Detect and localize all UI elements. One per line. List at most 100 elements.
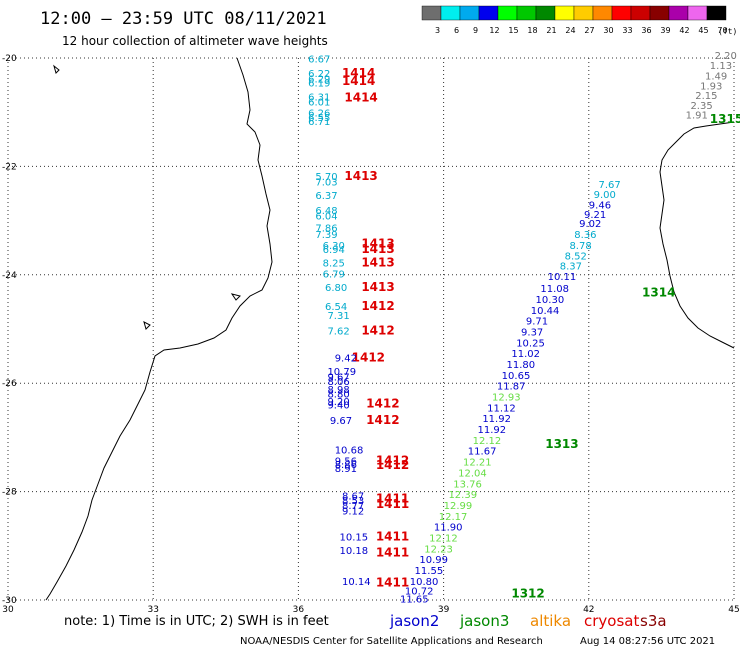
map-background	[8, 58, 734, 600]
track-pass-label: 1413	[361, 256, 394, 270]
colorbar-swatch	[497, 5, 518, 21]
wave-height-value: 6.55	[308, 113, 330, 124]
wave-values: 6.67 6.226.296.19 6.316.016.266.556.71 5.70…	[308, 51, 737, 606]
wave-height-value: 9.42	[335, 354, 357, 365]
wave-height-value: 9.71	[526, 317, 548, 328]
wave-height-colorbar: 3 6 9 12 15 18 21 24 27 30 33 36 39 42 45 70	[421, 5, 728, 35]
wave-height-value: 10.14	[342, 577, 371, 588]
island-marker	[230, 293, 241, 301]
colorbar-tick-label: 21	[546, 26, 556, 35]
figure-title: 12:00 — 23:59 UTC 08/11/2021	[40, 9, 327, 29]
map-panel: 30 33 36 39 42 45-20-22-24-26-28-30 141414141…	[2, 51, 740, 615]
colorbar-tick-label: 27	[584, 26, 594, 35]
lon-tick-label: 42	[583, 605, 594, 615]
wave-height-value: 10.80	[410, 577, 439, 588]
legend-entry-s3a: s3a	[640, 612, 667, 630]
wave-height-value: 7.39	[315, 230, 337, 241]
wave-height-value: 9.67	[330, 416, 352, 427]
colorbar-swatch	[649, 5, 670, 21]
wave-height-value: 6.54	[325, 302, 347, 313]
track-pass-label: 1411	[376, 575, 409, 589]
wave-height-value: 9.21	[584, 210, 606, 221]
wave-height-value: 10.25	[516, 338, 545, 349]
island-marker	[53, 64, 60, 74]
track-labels: 1414141414141413141314131413141314121412…	[342, 66, 740, 600]
colorbar-tick-label: 3	[435, 26, 440, 35]
wave-height-value: 6.01	[308, 98, 330, 109]
wave-height-value: 11.12	[487, 403, 516, 414]
wave-height-value: 2.15	[695, 91, 717, 102]
lat-tick-label: -30	[2, 596, 17, 606]
track-pass-label: 1412	[376, 454, 409, 468]
wave-height-value: 9.20	[327, 397, 349, 408]
wave-height-value: 6.71	[308, 117, 330, 128]
wave-height-value: 12.93	[492, 393, 521, 404]
satellite-legend: jason2 jason3 altika cryosat s3a	[389, 612, 667, 630]
track-pass-label: 1413	[361, 280, 394, 294]
colorbar-swatch	[554, 5, 575, 21]
wave-height-value: 10.99	[419, 555, 448, 566]
wave-height-value: 13.76	[453, 479, 482, 490]
wave-height-value: 11.02	[511, 349, 540, 360]
wave-height-value: 8.67	[342, 492, 364, 503]
footer-timestamp: Aug 14 08:27:56 UTC 2021	[580, 636, 715, 647]
wave-height-value: 11.67	[468, 447, 497, 458]
wave-height-value: 7.67	[598, 180, 620, 191]
colorbar-tick-label: 45	[698, 26, 708, 35]
colorbar-swatch	[478, 5, 499, 21]
lat-tick-label: -20	[2, 54, 17, 64]
lon-tick-label: 30	[2, 605, 14, 615]
lat-tick-label: -22	[2, 162, 17, 172]
wave-height-value: 6.22	[308, 69, 330, 80]
wave-height-value: 6.31	[308, 92, 330, 103]
wave-height-value: 8.91	[335, 464, 357, 475]
colorbar-tick-label: 42	[679, 26, 689, 35]
colorbar-swatch	[592, 5, 613, 21]
colorbar-swatch	[706, 5, 727, 21]
colorbar-tick-label: 39	[660, 26, 670, 35]
track-pass-label: 1411	[376, 497, 409, 511]
wave-height-value: 8.52	[565, 252, 587, 263]
wave-height-value: 8.06	[327, 377, 349, 388]
colorbar-tick-label: 24	[565, 26, 575, 35]
figure-subtitle: 12 hour collection of altimeter wave hei…	[62, 34, 328, 48]
lon-tick-label: 39	[438, 605, 450, 615]
track-pass-label: 1413	[344, 169, 377, 183]
wave-height-value: 10.15	[340, 532, 369, 543]
wave-height-value: 11.65	[400, 595, 429, 606]
colorbar-tick-label: 30	[603, 26, 613, 35]
footer-note: note: 1) Time is in UTC; 2) SWH is in fe…	[64, 614, 329, 629]
wave-height-value: 8.53	[342, 496, 364, 507]
track-pass-label: 1413	[361, 242, 394, 256]
wave-height-value: 8.77	[342, 501, 364, 512]
legend-entry-jason3: jason3	[459, 612, 509, 630]
lat-tick-label: -28	[2, 488, 17, 498]
colorbar-swatch	[611, 5, 632, 21]
lat-tick-label: -26	[2, 379, 17, 389]
wave-height-value: 1.13	[710, 61, 732, 72]
wave-height-value: 12.12	[473, 436, 502, 447]
colorbar-tick-label: 70	[717, 26, 727, 35]
wave-height-value: 6.48	[315, 206, 337, 217]
wave-height-value: 2.20	[715, 51, 737, 62]
colorbar-swatch	[668, 5, 689, 21]
wave-height-value: 12.23	[424, 544, 453, 555]
colorbar-swatch	[630, 5, 651, 21]
colorbar-swatch	[687, 5, 708, 21]
footer-credit: NOAA/NESDIS Center for Satellite Applica…	[240, 636, 543, 647]
wave-height-value: 12.21	[463, 458, 492, 469]
wave-height-value: 12.04	[458, 468, 487, 479]
wave-height-value: 6.67	[308, 54, 330, 65]
track-pass-label: 1412	[361, 323, 394, 337]
wave-height-value: 1.93	[700, 81, 722, 92]
track-pass-label: 1412	[366, 397, 399, 411]
wave-height-value: 6.37	[315, 191, 337, 202]
wave-height-value: 10.11	[548, 272, 577, 283]
lon-tick-label: 36	[293, 605, 305, 615]
wave-height-value: 9.02	[579, 219, 601, 230]
wave-height-value: 8.36	[574, 230, 596, 241]
track-pass-label: 1412	[361, 299, 394, 313]
africa-coastline	[45, 57, 273, 601]
colorbar-tick-label: 18	[527, 26, 537, 35]
graticule: 30 33 36 39 42 45 -20 -22 -24 -26 -28 -30	[2, 54, 740, 615]
